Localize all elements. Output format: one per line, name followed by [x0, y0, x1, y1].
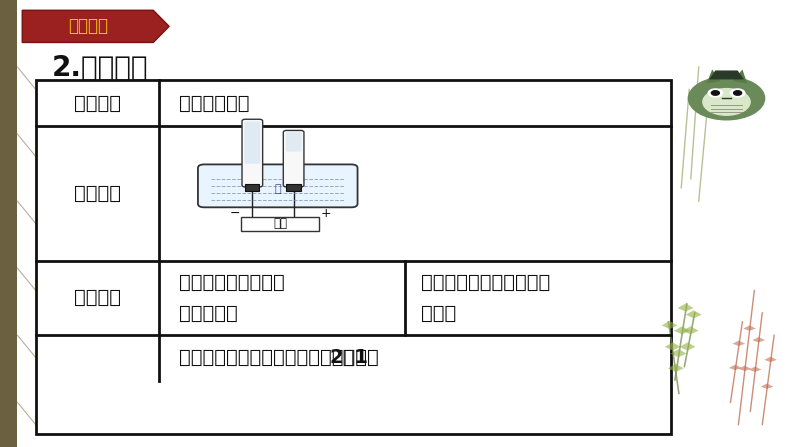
- Polygon shape: [770, 357, 777, 362]
- Polygon shape: [745, 366, 751, 371]
- Polygon shape: [680, 342, 688, 350]
- Text: 负极端气体与正极端气体的体积比约为: 负极端气体与正极端气体的体积比约为: [179, 348, 379, 367]
- Polygon shape: [668, 364, 676, 372]
- Polygon shape: [688, 342, 696, 350]
- FancyBboxPatch shape: [245, 184, 260, 191]
- Text: 电池: 电池: [273, 217, 287, 230]
- Polygon shape: [686, 310, 694, 318]
- Circle shape: [711, 91, 719, 95]
- Polygon shape: [661, 321, 669, 329]
- Text: 给水通直流电: 给水通直流电: [179, 94, 249, 113]
- Polygon shape: [707, 69, 720, 83]
- Polygon shape: [673, 342, 680, 350]
- FancyBboxPatch shape: [242, 119, 263, 187]
- Polygon shape: [735, 365, 742, 370]
- FancyBboxPatch shape: [241, 217, 319, 231]
- Polygon shape: [691, 326, 699, 334]
- Polygon shape: [729, 365, 735, 370]
- Text: 2：1: 2：1: [330, 348, 369, 367]
- Circle shape: [708, 89, 723, 97]
- FancyBboxPatch shape: [287, 184, 301, 191]
- FancyBboxPatch shape: [283, 131, 304, 187]
- FancyBboxPatch shape: [36, 80, 671, 434]
- Text: 水: 水: [275, 184, 281, 194]
- Polygon shape: [750, 325, 756, 331]
- Polygon shape: [733, 69, 747, 83]
- FancyBboxPatch shape: [245, 122, 260, 164]
- Polygon shape: [743, 325, 750, 331]
- FancyBboxPatch shape: [198, 164, 357, 207]
- Circle shape: [703, 89, 750, 115]
- FancyBboxPatch shape: [286, 132, 302, 152]
- Text: 负极端试管中产生气
泡的速率大: 负极端试管中产生气 泡的速率大: [179, 273, 284, 323]
- Text: 实验现象: 实验现象: [74, 288, 121, 307]
- Text: 实验内容: 实验内容: [74, 94, 121, 113]
- Polygon shape: [669, 321, 677, 329]
- Polygon shape: [682, 326, 690, 334]
- Polygon shape: [676, 364, 684, 372]
- Text: +: +: [321, 207, 331, 219]
- Text: 实验装置: 实验装置: [74, 184, 121, 203]
- Polygon shape: [22, 10, 169, 42]
- Polygon shape: [753, 337, 759, 342]
- Polygon shape: [665, 342, 673, 350]
- Polygon shape: [732, 341, 739, 346]
- Polygon shape: [739, 341, 746, 346]
- Polygon shape: [685, 304, 694, 312]
- Polygon shape: [738, 366, 745, 371]
- Text: 考点梳理: 考点梳理: [67, 17, 108, 35]
- Polygon shape: [683, 326, 691, 334]
- Polygon shape: [764, 357, 770, 362]
- Text: −: −: [229, 207, 240, 219]
- Polygon shape: [677, 304, 685, 312]
- Text: 2.水的电解: 2.水的电解: [52, 54, 148, 82]
- Polygon shape: [749, 367, 755, 372]
- Polygon shape: [694, 310, 702, 318]
- Polygon shape: [709, 71, 744, 80]
- Polygon shape: [755, 367, 761, 372]
- Circle shape: [734, 91, 742, 95]
- Polygon shape: [670, 349, 678, 357]
- Circle shape: [730, 89, 745, 97]
- Circle shape: [688, 77, 765, 120]
- Polygon shape: [0, 0, 17, 447]
- Polygon shape: [767, 384, 773, 389]
- Polygon shape: [678, 349, 686, 357]
- Polygon shape: [759, 337, 765, 342]
- Polygon shape: [674, 326, 682, 334]
- Text: 正极端试管中产生气泡的
速率小: 正极端试管中产生气泡的 速率小: [421, 273, 549, 323]
- Polygon shape: [761, 384, 767, 389]
